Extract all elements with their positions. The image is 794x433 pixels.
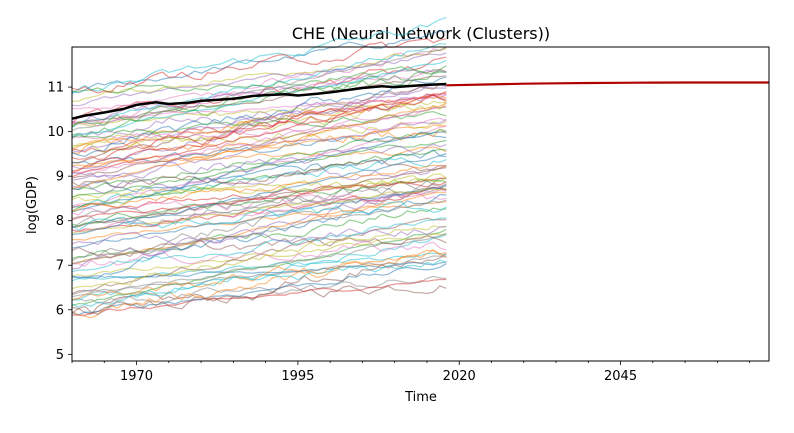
- background-series-line: [71, 189, 447, 233]
- background-series-line: [71, 131, 447, 213]
- background-series-line: [71, 217, 447, 273]
- y-tick-label: 5: [56, 348, 64, 363]
- background-series-line: [71, 261, 447, 279]
- background-series-line: [71, 225, 447, 290]
- background-series-line: [71, 278, 447, 316]
- main-series-line: [71, 82, 447, 120]
- background-series-line: [71, 249, 447, 319]
- y-tick-label: 10: [47, 125, 64, 140]
- background-series-line: [71, 65, 447, 128]
- background-series-line: [71, 284, 447, 315]
- background-series-line: [71, 118, 447, 181]
- x-axis-label: Time: [404, 390, 437, 405]
- background-series-line: [71, 152, 447, 236]
- background-series-line: [71, 94, 447, 153]
- background-series-line: [71, 186, 447, 229]
- y-tick-label: 9: [56, 170, 64, 185]
- background-series-line: [71, 93, 447, 160]
- background-series-line: [71, 146, 447, 167]
- background-series-line: [71, 164, 447, 212]
- background-series-line: [71, 66, 447, 94]
- background-series-line: [71, 139, 447, 198]
- background-series-line: [71, 233, 447, 278]
- background-series-line: [71, 159, 447, 189]
- background-series-line: [71, 46, 447, 132]
- background-series-line: [71, 143, 447, 179]
- background-series-line: [71, 43, 447, 129]
- background-series-line: [71, 177, 447, 221]
- background-series-line: [71, 69, 447, 124]
- plot-frame: [71, 46, 770, 362]
- background-series-line: [71, 48, 447, 102]
- background-series-line: [71, 185, 447, 249]
- background-series-line: [71, 263, 447, 316]
- background-series-line: [71, 183, 447, 229]
- background-series-line: [71, 226, 447, 246]
- background-series-line: [71, 255, 447, 296]
- background-series-line: [71, 187, 447, 234]
- background-series-line: [71, 164, 447, 195]
- background-series-line: [71, 253, 447, 315]
- background-series-line: [71, 173, 447, 204]
- y-tick-label: 6: [56, 303, 64, 318]
- background-series-line: [71, 240, 447, 267]
- plot-area: [71, 17, 769, 319]
- background-series-line: [71, 207, 447, 259]
- x-tick-label: 2045: [604, 369, 637, 384]
- y-tick-label: 7: [56, 259, 64, 274]
- background-series-line: [71, 157, 447, 208]
- background-series-line: [71, 95, 447, 151]
- background-series-line: [71, 105, 447, 174]
- forecast-series-line: [446, 81, 769, 87]
- y-tick-label: 8: [56, 214, 64, 229]
- x-tick-label: 1995: [281, 369, 314, 384]
- background-series-line: [71, 76, 447, 158]
- background-series-line: [71, 200, 447, 232]
- background-series-line: [71, 17, 447, 95]
- chart-title: CHE (Neural Network (Clusters)): [292, 24, 550, 43]
- axes: 1970 1995 2020 2045 5 6 7 8 9 10 11: [47, 81, 751, 384]
- background-series-line: [72, 259, 447, 301]
- y-axis-label: log(GDP): [25, 176, 40, 234]
- background-series-line: [71, 178, 447, 227]
- background-series-line: [71, 52, 447, 107]
- background-series-line: [71, 275, 447, 304]
- background-series-line: [71, 59, 447, 138]
- background-series-line: [71, 38, 447, 94]
- x-tick-label: 1970: [120, 369, 153, 384]
- y-tick-label: 11: [47, 81, 64, 96]
- x-tick-label: 2020: [443, 369, 476, 384]
- background-series-line: [71, 92, 447, 178]
- background-series-line: [71, 179, 447, 262]
- background-series-line: [71, 86, 447, 153]
- background-series-line: [71, 177, 447, 219]
- background-series-line: [71, 94, 447, 124]
- background-series-line: [71, 102, 447, 189]
